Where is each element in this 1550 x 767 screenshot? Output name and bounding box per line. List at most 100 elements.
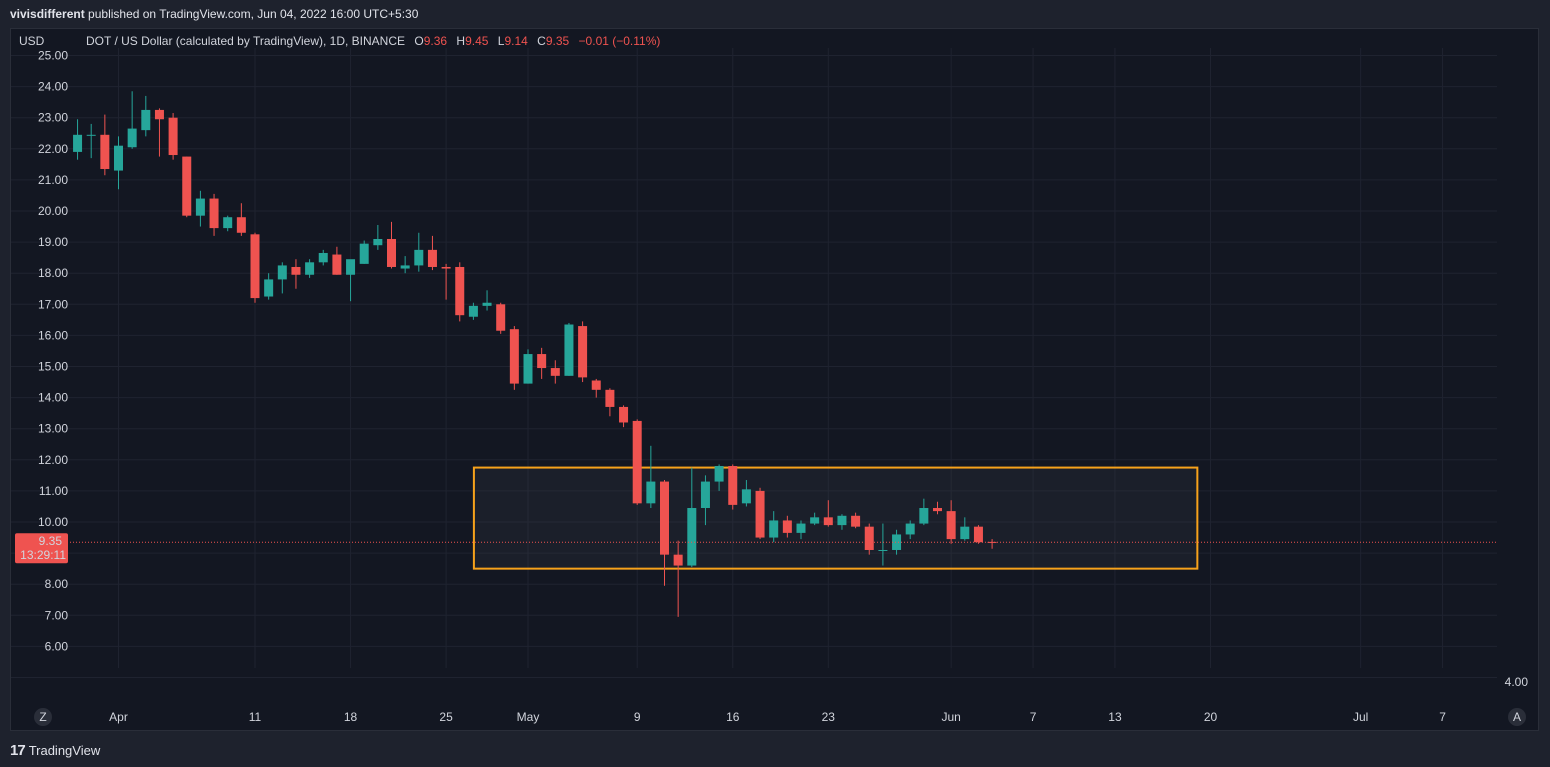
x-tick-label: 7 — [1030, 710, 1037, 724]
chart-frame[interactable] — [10, 28, 1539, 731]
x-tick-label: 20 — [1204, 710, 1218, 724]
candle — [782, 515, 792, 538]
tradingview-logo[interactable]: 17 TradingView — [10, 742, 100, 759]
x-tick-label: 25 — [439, 710, 453, 724]
candle — [509, 326, 519, 390]
candle-body — [741, 489, 751, 504]
candle — [373, 224, 383, 250]
x-tick-label: Jul — [1353, 710, 1368, 724]
candle-body — [482, 302, 492, 306]
candle — [264, 273, 274, 300]
legend-c-label: C — [537, 34, 546, 48]
candles — [73, 91, 997, 617]
candle — [619, 405, 629, 428]
candle-body — [810, 517, 820, 524]
candle — [86, 123, 96, 159]
candle-body — [236, 217, 246, 233]
z-button-label: Z — [39, 710, 46, 724]
x-tick-label: May — [517, 710, 540, 724]
legend-l-value: 9.14 — [504, 34, 528, 48]
candle — [168, 113, 178, 160]
candle — [796, 520, 806, 540]
candle — [591, 378, 601, 398]
candle-body — [728, 466, 738, 505]
candle — [741, 480, 751, 507]
y-tick-label: 17.00 — [38, 297, 68, 311]
candle-body — [427, 249, 437, 267]
legend-line: DOT / US Dollar (calculated by TradingVi… — [86, 34, 660, 48]
candle — [769, 511, 779, 543]
candle-body — [195, 198, 205, 216]
candle — [837, 514, 847, 530]
currency-label: USD — [19, 34, 45, 48]
candle — [427, 235, 437, 271]
legend-o-value: 9.36 — [424, 34, 448, 48]
candle-body — [154, 109, 164, 120]
y-tick-label: 21.00 — [38, 173, 68, 187]
candle-body — [373, 238, 383, 246]
candle — [305, 259, 315, 278]
candle — [823, 500, 833, 527]
candle-body — [537, 354, 547, 369]
candle-body — [318, 252, 328, 263]
candlestick-chart[interactable]: USD DOT / US Dollar (calculated by Tradi… — [0, 0, 1550, 733]
y-tick-label: 18.00 — [38, 266, 68, 280]
candle-body — [414, 249, 424, 266]
auto-scale-left-button[interactable]: Z — [34, 708, 52, 726]
legend-h-value: 9.45 — [465, 34, 489, 48]
candle — [550, 360, 560, 384]
y-tick-label: 23.00 — [38, 111, 68, 125]
candle-body — [769, 520, 779, 538]
y-tick-label: 19.00 — [38, 235, 68, 249]
candle-body — [496, 304, 506, 331]
candle — [919, 498, 929, 526]
candle — [359, 240, 369, 264]
candle-body — [864, 526, 874, 550]
candle-body — [387, 238, 396, 267]
x-tick-label: 23 — [822, 710, 836, 724]
y-tick-label: 13.00 — [38, 422, 68, 436]
candle-body — [796, 523, 806, 533]
y-tick-label: 11.00 — [39, 484, 68, 498]
candle-body — [114, 145, 123, 171]
legend-h-label: H — [456, 34, 465, 48]
candle — [182, 156, 192, 218]
x-tick-label: 7 — [1439, 710, 1446, 724]
candle — [973, 525, 983, 544]
x-tick-label: 13 — [1108, 710, 1122, 724]
candle-body — [946, 511, 956, 540]
candle-body — [605, 389, 615, 407]
candle — [673, 540, 683, 617]
tradingview-brand: TradingView — [28, 742, 101, 758]
legend-c-value: 9.35 — [546, 34, 570, 48]
auto-scale-right-button[interactable]: A — [1508, 708, 1526, 726]
candle-body — [550, 368, 560, 376]
candle — [578, 321, 588, 383]
y-axis: 25.00 24.00 23.00 22.00 21.00 20.00 19.00 18.00… — [38, 49, 1528, 690]
candle-body — [127, 128, 137, 148]
candle-body — [578, 326, 588, 378]
candle-body — [223, 217, 233, 229]
candle-body — [714, 466, 724, 482]
candle-body — [673, 554, 683, 566]
candle — [851, 512, 861, 529]
candle-body — [346, 259, 356, 275]
candle — [468, 302, 478, 320]
candle-body — [973, 526, 983, 543]
candle — [946, 500, 956, 544]
x-tick-label: 16 — [726, 710, 740, 724]
candle-body — [291, 266, 301, 275]
candle-body — [619, 406, 629, 423]
y-tick-label: 16.00 — [38, 328, 68, 342]
candle — [496, 302, 506, 334]
candle — [223, 215, 233, 232]
legend-change: −0.01 (−0.11%) — [579, 34, 661, 48]
footer: 17 TradingView — [0, 733, 1550, 767]
candle — [810, 512, 820, 526]
candle — [250, 232, 260, 303]
candle-body — [837, 515, 847, 526]
candle-body — [892, 534, 902, 550]
candle-body — [591, 380, 601, 390]
highlight-box — [472, 466, 1199, 570]
y-tick-label: 22.00 — [38, 142, 68, 156]
